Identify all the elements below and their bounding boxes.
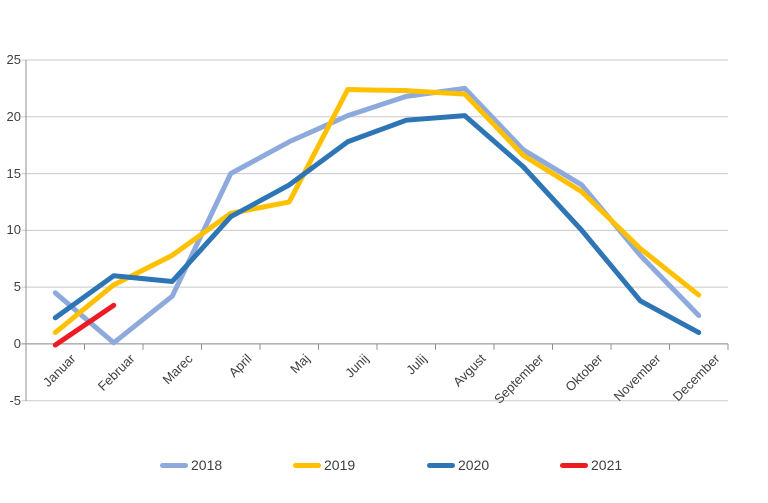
series-line-2019 <box>52 87 702 336</box>
legend-swatch-icon <box>160 462 188 468</box>
legend-swatch-icon <box>293 462 321 468</box>
series-line-2018 <box>52 85 702 346</box>
legend-item-2019: 2019 <box>293 456 355 474</box>
y-tick-label: -5 <box>9 392 21 408</box>
y-tick-label: 25 <box>6 52 21 67</box>
legend-label: 2019 <box>324 457 356 473</box>
y-tick-label: 20 <box>6 108 21 124</box>
legend-label: 2021 <box>591 457 623 473</box>
legend-label: 2020 <box>458 457 490 473</box>
series-line-2021 <box>52 302 117 348</box>
legend-label: 2018 <box>191 457 223 473</box>
legend-item-2018: 2018 <box>160 456 222 474</box>
legend-swatch-icon <box>560 462 588 468</box>
y-tick-label: 5 <box>13 279 21 295</box>
y-tick-label: 15 <box>6 165 21 181</box>
y-tick-label: 10 <box>6 222 21 238</box>
legend-item-2021: 2021 <box>560 456 622 474</box>
legend-swatch-icon <box>427 462 455 468</box>
series-line-2020 <box>52 113 702 336</box>
y-tick-label: 0 <box>13 335 21 351</box>
legend-item-2020: 2020 <box>427 456 489 474</box>
